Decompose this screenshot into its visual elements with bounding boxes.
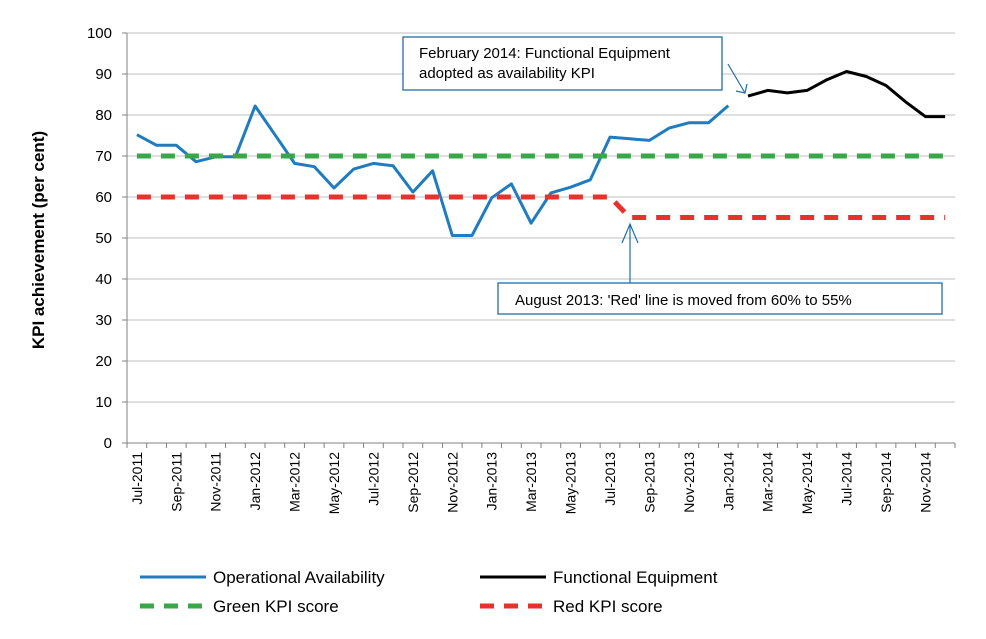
x-tick-label: Jul-2011 — [129, 452, 145, 505]
x-tick-label: Jul-2014 — [839, 452, 855, 506]
x-tick-label: Nov-2012 — [444, 452, 460, 513]
x-tick-label: Nov-2013 — [681, 452, 697, 513]
x-tick-label: Jul-2013 — [602, 452, 618, 506]
y-tick-label: 40 — [95, 271, 112, 288]
x-tick-label: Jan-2013 — [484, 452, 500, 511]
x-tick-label: Sep-2012 — [405, 452, 421, 513]
annotation-arrow — [727, 63, 746, 94]
annotation-line: February 2014: Functional Equipment — [419, 45, 671, 62]
y-tick-label: 20 — [95, 353, 112, 370]
y-tick-label: 90 — [95, 66, 112, 83]
y-tick-label: 100 — [87, 25, 112, 42]
legend-item: Red KPI score — [480, 597, 663, 616]
y-tick-label: 60 — [95, 189, 112, 206]
x-tick-label: Jul-2012 — [365, 452, 381, 506]
legend-item: Green KPI score — [140, 597, 339, 616]
annotation-box — [497, 282, 943, 315]
y-tick-label: 50 — [95, 230, 112, 247]
x-axis-ticks: Jul-2011 Sep-2011 Nov-2011 Jan-2012 Mar-2012… — [129, 452, 934, 514]
axes — [122, 32, 956, 448]
x-tick-label: May-2012 — [326, 452, 342, 514]
x-tick-label: Nov-2011 — [208, 452, 224, 512]
x-tick-label: Jan-2012 — [247, 452, 263, 511]
y-tick-label: 0 — [104, 435, 112, 452]
y-tick-label: 10 — [95, 394, 112, 411]
y-axis-title: KPI achievement (per cent) — [29, 131, 48, 349]
x-tick-label: Mar-2014 — [760, 452, 776, 512]
legend: Operational Availability Functional Equip… — [140, 568, 718, 616]
y-tick-label: 70 — [95, 148, 112, 165]
series-line — [136, 194, 946, 220]
x-tick-label: Sep-2013 — [641, 452, 657, 513]
series-line — [747, 70, 946, 119]
x-tick-label: Jan-2014 — [720, 452, 736, 511]
x-tick-label: Sep-2014 — [878, 452, 894, 513]
x-tick-label: Mar-2013 — [523, 452, 539, 512]
legend-label: Green KPI score — [213, 597, 339, 616]
legend-item: Operational Availability — [140, 568, 385, 587]
y-tick-label: 30 — [95, 312, 112, 329]
x-tick-label: May-2013 — [563, 452, 579, 514]
legend-item: Functional Equipment — [480, 568, 718, 587]
legend-label: Functional Equipment — [553, 568, 718, 587]
annotation-arrowhead — [735, 83, 748, 94]
annotation-functional-equipment: February 2014: Functional Equipment adop… — [402, 36, 748, 94]
x-tick-label: May-2014 — [799, 452, 815, 514]
annotation-red-line-moved: August 2013: 'Red' line is moved from 60… — [497, 222, 943, 315]
annotation-line: August 2013: 'Red' line is moved from 60… — [515, 292, 852, 309]
x-tick-label: Sep-2011 — [168, 452, 184, 512]
legend-label: Operational Availability — [213, 568, 385, 587]
y-axis-ticks: 0 10 20 30 40 50 60 70 80 90 100 — [87, 25, 112, 452]
x-tick-label: Nov-2014 — [917, 452, 933, 513]
annotation-arrowhead — [621, 222, 639, 244]
annotation-line: adopted as availability KPI — [419, 65, 595, 82]
x-tick-label: Mar-2012 — [287, 452, 303, 512]
y-tick-label: 80 — [95, 107, 112, 124]
annotation-box — [402, 36, 723, 91]
series-lines — [136, 70, 946, 237]
legend-label: Red KPI score — [553, 597, 663, 616]
